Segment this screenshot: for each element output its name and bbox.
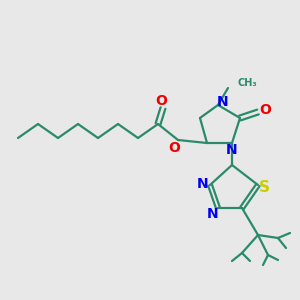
Text: O: O	[155, 94, 167, 108]
Text: CH₃: CH₃	[238, 78, 258, 88]
Text: S: S	[259, 179, 269, 194]
Text: O: O	[259, 103, 271, 117]
Text: N: N	[207, 207, 219, 221]
Text: N: N	[217, 95, 229, 109]
Text: N: N	[226, 143, 238, 157]
Text: O: O	[168, 141, 180, 155]
Text: N: N	[197, 177, 209, 191]
